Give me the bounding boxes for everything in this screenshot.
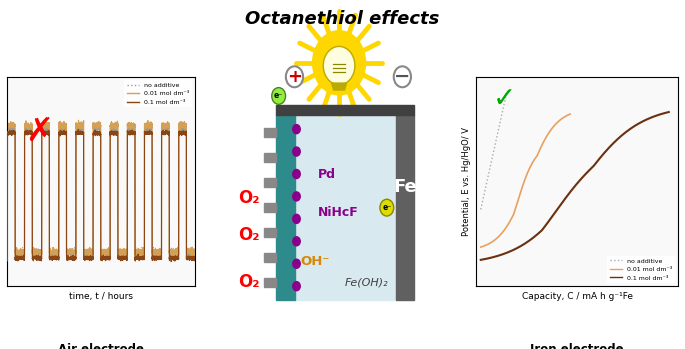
Circle shape bbox=[292, 125, 300, 134]
Bar bbox=[276, 105, 414, 115]
Text: Fe(OH)₂: Fe(OH)₂ bbox=[345, 278, 388, 288]
Bar bbox=[264, 203, 276, 212]
Circle shape bbox=[292, 282, 300, 291]
Text: ✗: ✗ bbox=[25, 114, 53, 148]
Text: −: − bbox=[394, 67, 410, 86]
Circle shape bbox=[292, 170, 300, 179]
Text: Fe: Fe bbox=[393, 178, 417, 196]
Text: OH⁻: OH⁻ bbox=[300, 255, 329, 268]
Y-axis label: Potential, E vs. Hg/HgO/ V: Potential, E vs. Hg/HgO/ V bbox=[462, 127, 471, 236]
X-axis label: Capacity, C / mA h g⁻¹Fe: Capacity, C / mA h g⁻¹Fe bbox=[521, 292, 633, 301]
Text: +: + bbox=[287, 68, 302, 86]
Bar bbox=[295, 115, 396, 300]
Bar bbox=[264, 178, 276, 187]
Text: e⁻: e⁻ bbox=[382, 203, 391, 212]
Text: O₂: O₂ bbox=[238, 190, 260, 207]
Bar bbox=[276, 115, 295, 300]
Circle shape bbox=[292, 259, 300, 268]
Text: Octanethiol effects: Octanethiol effects bbox=[245, 10, 440, 29]
Circle shape bbox=[394, 66, 411, 87]
Bar bbox=[264, 153, 276, 162]
Legend: no additive, 0.01 mol dm⁻³, 0.1 mol dm⁻³: no additive, 0.01 mol dm⁻³, 0.1 mol dm⁻³ bbox=[608, 256, 675, 283]
Circle shape bbox=[323, 46, 355, 85]
Legend: no additive, 0.01 mol dm⁻³, 0.1 mol dm⁻³: no additive, 0.01 mol dm⁻³, 0.1 mol dm⁻³ bbox=[125, 80, 192, 107]
X-axis label: time, t / hours: time, t / hours bbox=[69, 292, 133, 301]
Bar bbox=[264, 253, 276, 262]
Circle shape bbox=[380, 199, 394, 216]
Circle shape bbox=[272, 88, 286, 104]
Y-axis label: Potential, E / V vs. Hg/HgO: Potential, E / V vs. Hg/HgO bbox=[0, 126, 1, 237]
Bar bbox=[264, 228, 276, 237]
Text: Iron electrode: Iron electrode bbox=[530, 343, 624, 349]
Text: Pd: Pd bbox=[319, 168, 336, 181]
Bar bbox=[396, 115, 414, 300]
Text: e⁻: e⁻ bbox=[274, 91, 284, 101]
Circle shape bbox=[312, 31, 366, 95]
Bar bbox=[264, 278, 276, 287]
Text: Air electrode: Air electrode bbox=[58, 343, 144, 349]
Circle shape bbox=[292, 214, 300, 223]
Text: NiHcF: NiHcF bbox=[319, 206, 359, 220]
Circle shape bbox=[292, 192, 300, 201]
Bar bbox=[264, 128, 276, 137]
Circle shape bbox=[292, 147, 300, 156]
Circle shape bbox=[286, 66, 303, 87]
Polygon shape bbox=[332, 83, 347, 90]
Text: ✓: ✓ bbox=[493, 85, 516, 113]
Text: O₂: O₂ bbox=[238, 227, 260, 244]
Text: O₂: O₂ bbox=[238, 273, 260, 291]
Circle shape bbox=[292, 237, 300, 246]
